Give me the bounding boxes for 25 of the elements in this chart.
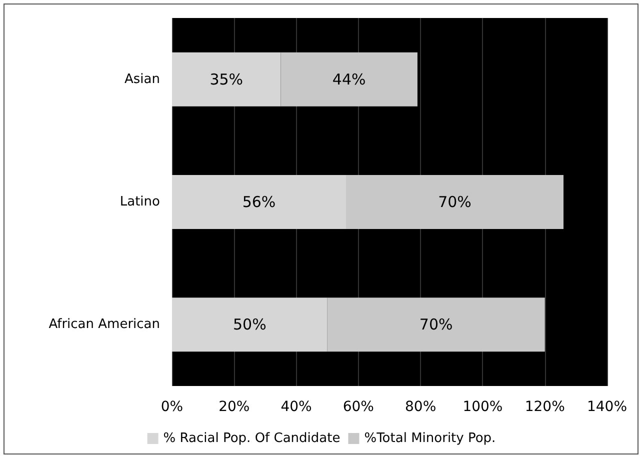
x-tick-label: 140%: [586, 399, 628, 415]
y-tick-label: Latino: [120, 194, 160, 210]
y-tick-label: African American: [48, 317, 160, 332]
data-label: 50%: [233, 316, 266, 334]
bar: [172, 175, 346, 229]
x-tick-label: 0%: [160, 399, 184, 415]
bar: [346, 175, 564, 229]
x-tick-label: 20%: [218, 399, 250, 415]
data-label: 70%: [419, 316, 453, 334]
data-label: 56%: [242, 193, 276, 211]
bar: [280, 52, 418, 106]
data-label: 70%: [438, 193, 472, 211]
bar: [327, 298, 545, 352]
x-tick-label: 80%: [405, 399, 436, 415]
bar: [172, 298, 328, 352]
data-label: 44%: [332, 70, 366, 88]
bar: [172, 52, 281, 106]
x-tick-label: 40%: [280, 399, 312, 415]
y-tick-label: Asian: [124, 72, 160, 87]
x-tick-label: 100%: [462, 399, 503, 415]
data-label: 35%: [210, 70, 244, 88]
x-tick-label: 60%: [342, 399, 374, 415]
legend-label: %Total Minority Pop.: [364, 431, 496, 446]
x-tick-label: 120%: [524, 399, 565, 415]
legend-label: % Racial Pop. Of Candidate: [163, 431, 340, 446]
